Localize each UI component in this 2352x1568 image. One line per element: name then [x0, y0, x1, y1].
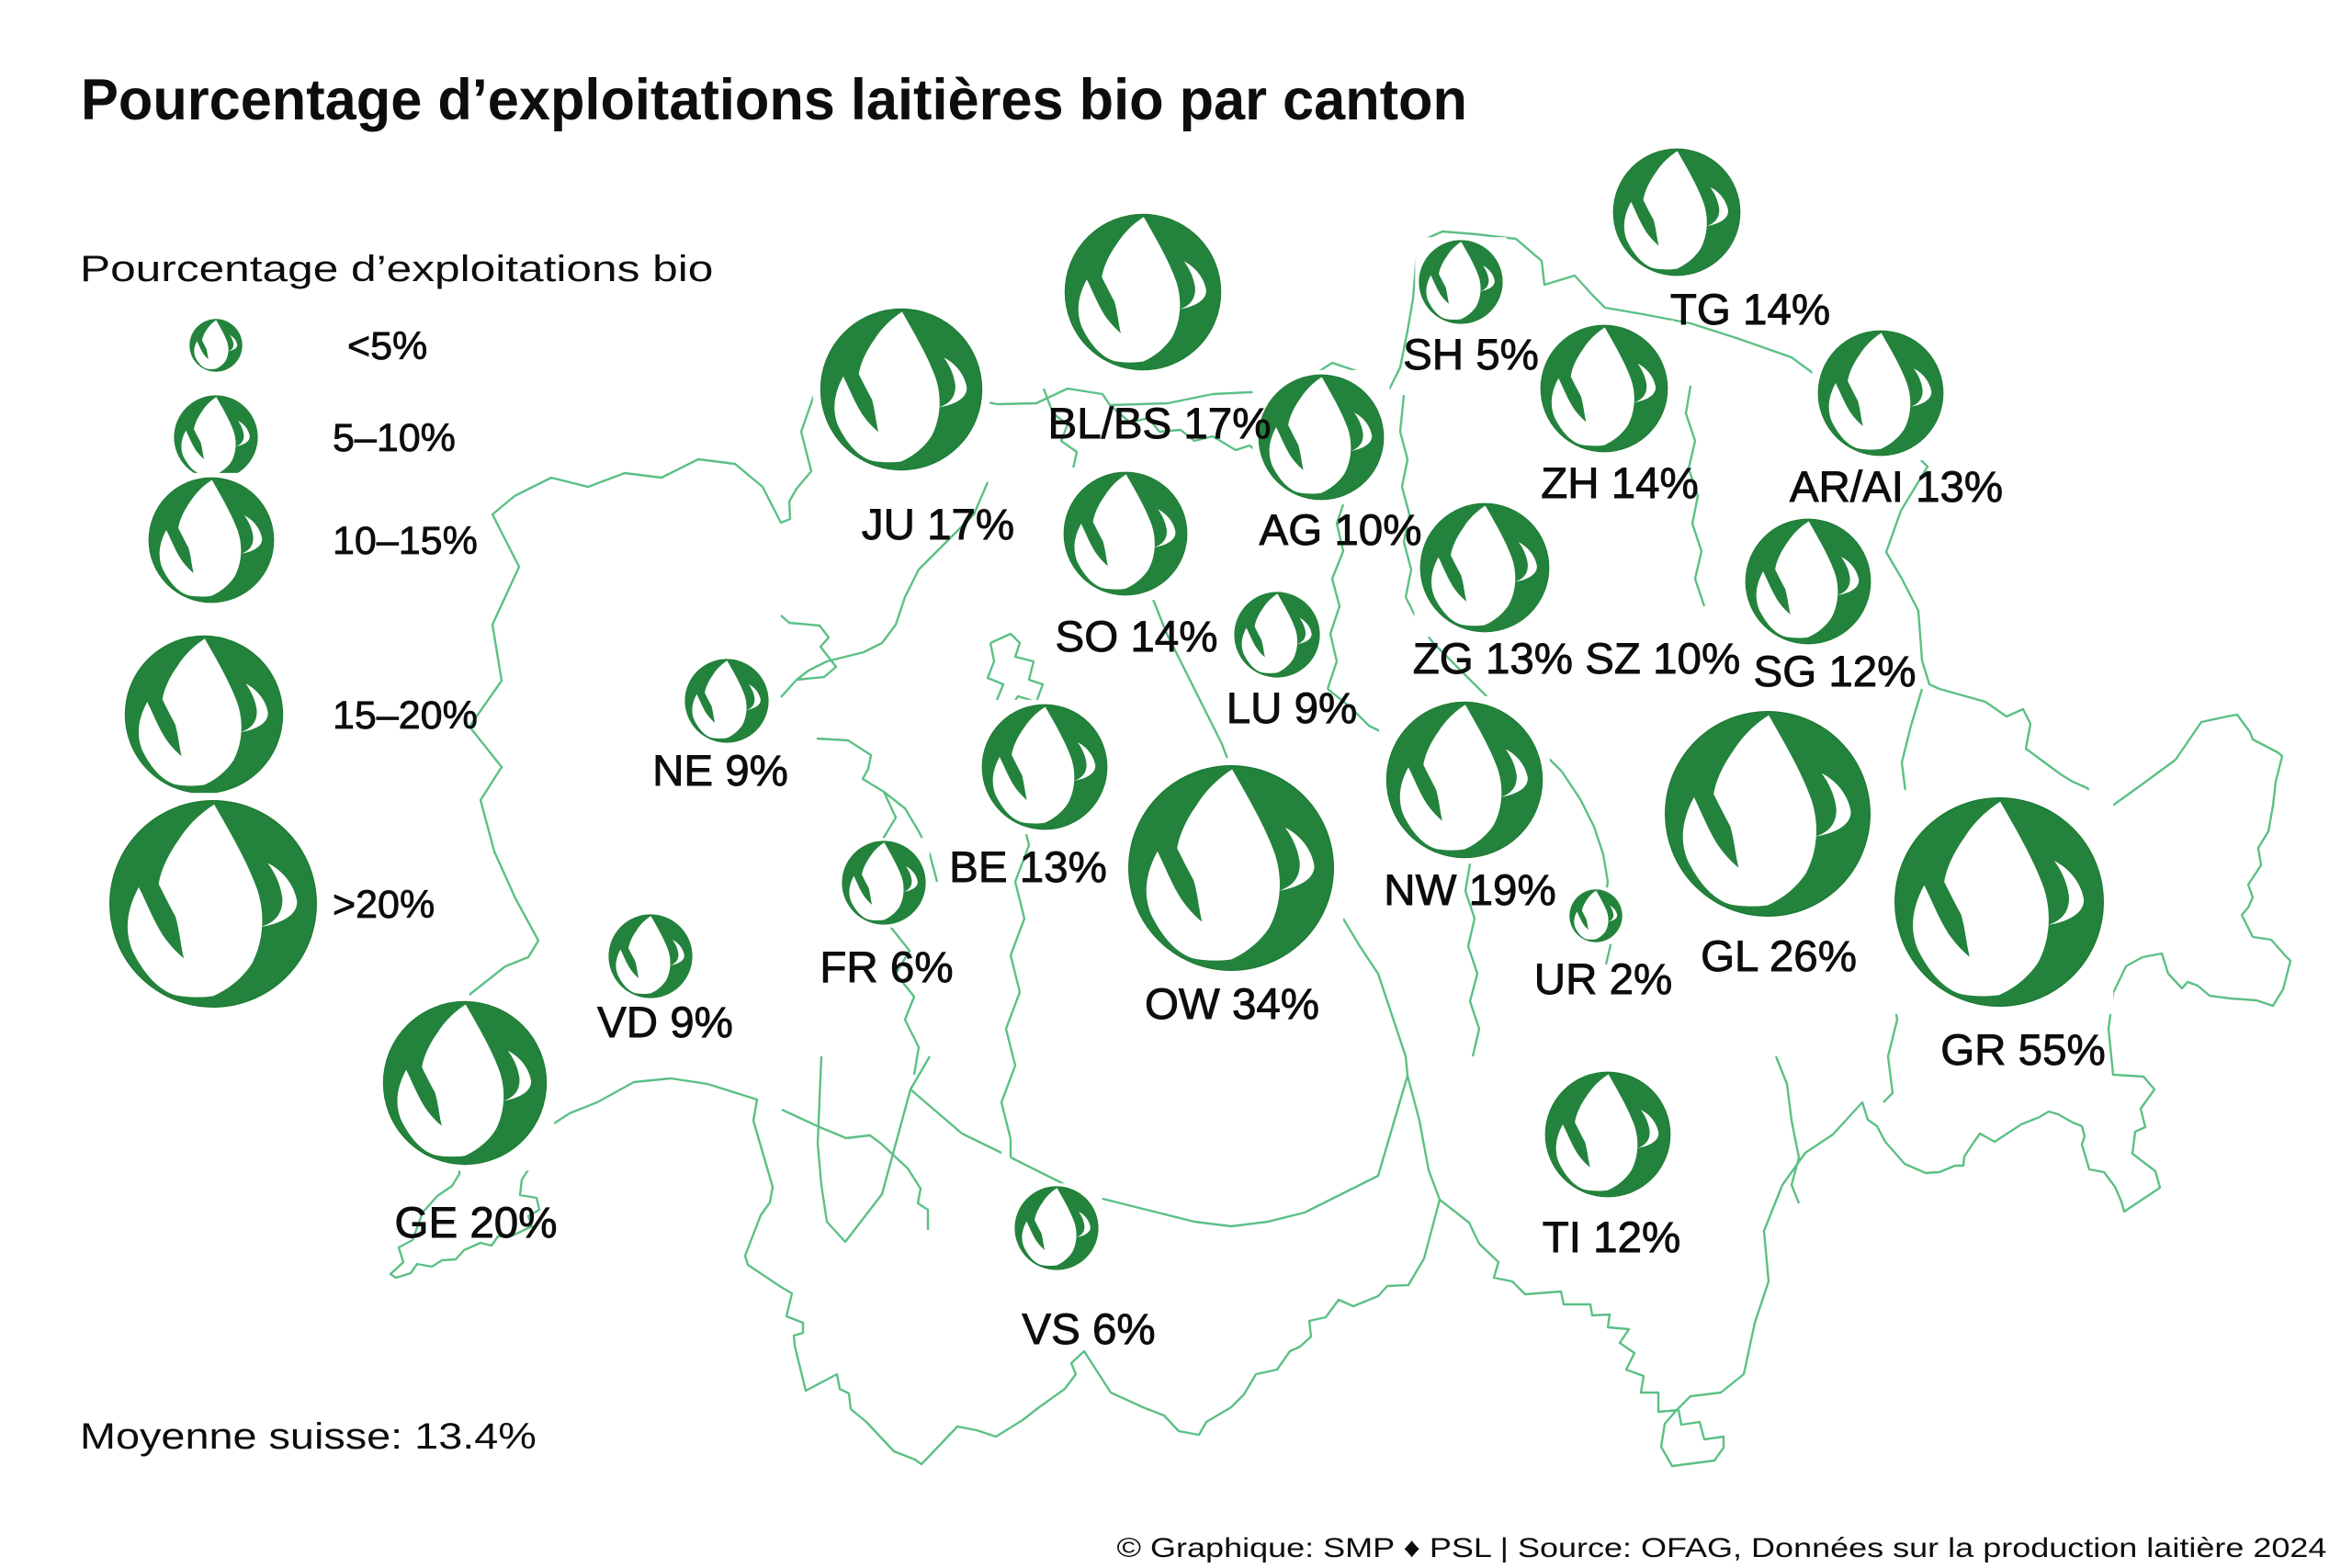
svg-text:JU 17%: JU 17% [862, 501, 1014, 549]
svg-text:UR 2%: UR 2% [1534, 955, 1672, 1004]
svg-text:OW 34%: OW 34% [1145, 980, 1319, 1029]
svg-text:LU 9%: LU 9% [1227, 684, 1358, 733]
svg-text:>20%: >20% [333, 883, 435, 927]
svg-text:SH 5%: SH 5% [1403, 331, 1539, 379]
svg-text:ZH 14%: ZH 14% [1541, 459, 1699, 508]
svg-text:SO 14%: SO 14% [1056, 613, 1218, 661]
svg-text:10–15%: 10–15% [333, 519, 478, 563]
svg-text:GL 26%: GL 26% [1701, 932, 1857, 981]
svg-text:<5%: <5% [347, 324, 427, 368]
svg-text:ZG 13% SZ 10%: ZG 13% SZ 10% [1413, 635, 1740, 683]
svg-text:NW 19%: NW 19% [1384, 866, 1555, 915]
svg-text:VS 6%: VS 6% [1022, 1305, 1155, 1354]
svg-text:BE 13%: BE 13% [949, 843, 1107, 892]
svg-text:SG 12%: SG 12% [1754, 648, 1917, 696]
svg-text:5–10%: 5–10% [333, 416, 456, 460]
svg-text:TI 12%: TI 12% [1543, 1213, 1680, 1262]
svg-text:AR/AI 13%: AR/AI 13% [1790, 463, 2003, 512]
svg-text:AG 10%: AG 10% [1260, 506, 1422, 555]
svg-text:GE 20%: GE 20% [395, 1199, 558, 1247]
svg-text:BL/BS 17%: BL/BS 17% [1048, 400, 1272, 448]
svg-text:GR 55%: GR 55% [1940, 1026, 2106, 1075]
svg-text:TG 14%: TG 14% [1670, 286, 1830, 334]
svg-text:VD 9%: VD 9% [597, 998, 733, 1047]
svg-text:FR 6%: FR 6% [820, 943, 953, 992]
svg-text:NE 9%: NE 9% [652, 747, 788, 795]
svg-text:15–20%: 15–20% [333, 694, 478, 738]
